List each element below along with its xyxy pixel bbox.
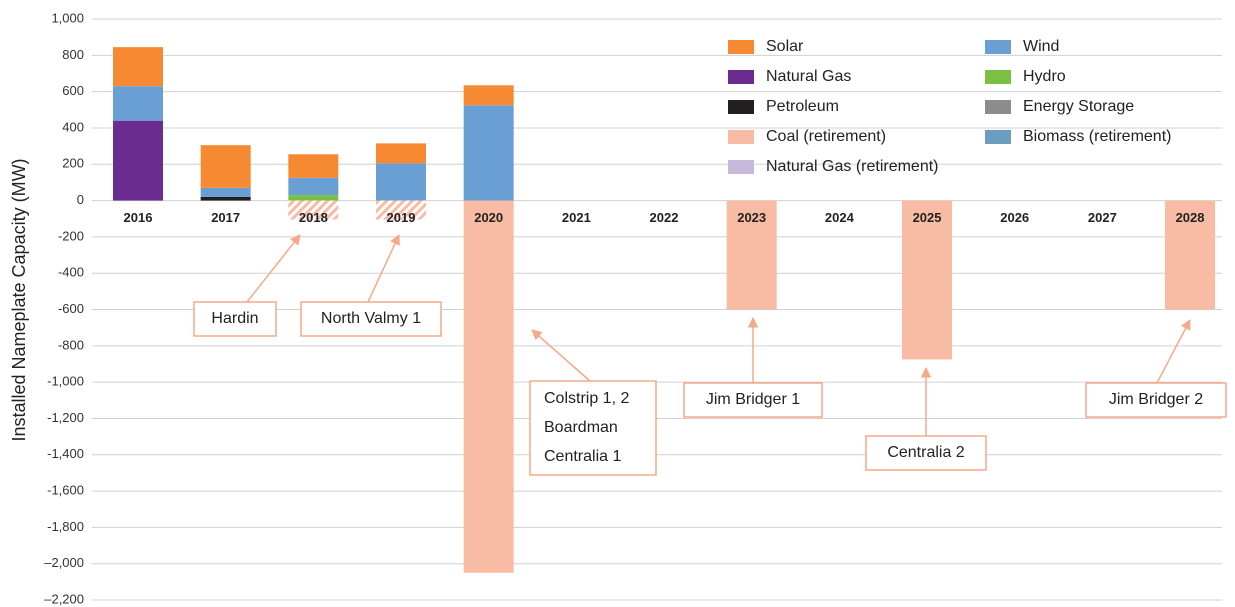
legend-label: Biomass (retirement) [1023, 128, 1171, 145]
legend: Solar Wind Natural Gas Hydro Petroleum Energy… [728, 38, 1171, 175]
y-tick-label: 800 [62, 47, 84, 62]
annotation-box [865, 435, 987, 471]
legend-swatch [985, 40, 1011, 54]
y-tick-label: –2,000 [44, 555, 84, 570]
annotation-box [529, 380, 657, 476]
bar-segment [288, 195, 339, 201]
bar-segment [376, 163, 427, 201]
categories: 2016 2017 2018 2019 2020 2021 2022 2023 2024 2025… [124, 210, 1205, 225]
y-tick-label: -1,800 [47, 519, 84, 534]
annotation-text: Centralia 1 [544, 448, 621, 465]
y-axis-label: Installed Nameplate Capacity (MW) [9, 158, 29, 441]
annotation-text: North Valmy 1 [321, 310, 421, 327]
bar-segment [463, 105, 514, 201]
bar-segment [726, 200, 777, 310]
legend-swatch [728, 100, 754, 114]
annotation-arrow [531, 329, 591, 382]
bar-segment [288, 200, 339, 220]
x-tick-label: 2021 [562, 210, 591, 225]
x-tick-label: 2023 [737, 210, 766, 225]
annotation-box [300, 301, 442, 337]
x-tick-label: 2028 [1176, 210, 1205, 225]
grid: 1,000 800 600 400 200 0 -200 -400 -600 -800 -1,000… [44, 10, 1222, 606]
legend-swatch [985, 130, 1011, 144]
bar-segment [376, 200, 427, 220]
x-tick-label: 2025 [913, 210, 942, 225]
annotations: Hardin North Valmy 1 Colstrip 1, 2 Boardman… [193, 234, 1227, 476]
y-tick-label: 200 [62, 156, 84, 171]
y-tick-label: -1,600 [47, 483, 84, 498]
y-tick-label: -200 [58, 228, 84, 243]
legend-label: Energy Storage [1023, 98, 1134, 115]
bar-segment [200, 145, 251, 188]
annotation-arrow [1156, 319, 1191, 384]
legend-swatch [728, 160, 754, 174]
annotation-arrow [367, 234, 400, 303]
y-tick-label: -400 [58, 265, 84, 280]
legend-swatch [728, 40, 754, 54]
legend-label: Natural Gas [766, 68, 851, 85]
y-tick-label: -1,400 [47, 446, 84, 461]
y-tick-label: -800 [58, 337, 84, 352]
x-tick-label: 2024 [825, 210, 855, 225]
y-tick-label: 1,000 [51, 10, 84, 25]
y-tick-label: -600 [58, 301, 84, 316]
x-tick-label: 2020 [474, 210, 503, 225]
legend-label: Wind [1023, 38, 1059, 55]
bar-segment [376, 143, 427, 164]
bar-segment [288, 177, 339, 196]
legend-label: Hydro [1023, 68, 1066, 85]
y-tick-label: -1,200 [47, 410, 84, 425]
legend-label: Natural Gas (retirement) [766, 158, 939, 175]
annotation-text: Jim Bridger 2 [1109, 391, 1203, 408]
legend-swatch [985, 100, 1011, 114]
x-tick-label: 2016 [124, 210, 153, 225]
y-tick-label: 600 [62, 83, 84, 98]
x-tick-label: 2022 [650, 210, 679, 225]
bar-segment [200, 196, 251, 201]
legend-label: Solar [766, 38, 804, 55]
x-tick-label: 2019 [387, 210, 416, 225]
annotation-text: Colstrip 1, 2 [544, 390, 629, 407]
annotation-text: Hardin [211, 310, 258, 327]
x-tick-label: 2027 [1088, 210, 1117, 225]
y-tick-label: 400 [62, 119, 84, 134]
bar-segment [463, 85, 514, 106]
bar-segment [1165, 200, 1216, 310]
bar-segment [200, 187, 251, 197]
bar-segment [113, 86, 163, 121]
x-tick-label: 2017 [211, 210, 240, 225]
annotation-text: Centralia 2 [887, 444, 964, 461]
y-tick-label: 0 [77, 192, 84, 207]
annotation-box [193, 301, 277, 337]
bar-segment [113, 47, 163, 87]
legend-swatch [728, 130, 754, 144]
legend-label: Petroleum [766, 98, 839, 115]
bar-segment [288, 154, 339, 178]
bar-segment [113, 120, 163, 201]
annotation-text: Jim Bridger 1 [706, 391, 800, 408]
bar-segment [902, 200, 953, 360]
legend-swatch [985, 70, 1011, 84]
annotation-box [1085, 382, 1227, 418]
bars [113, 47, 1216, 573]
annotation-text: Boardman [544, 419, 618, 436]
legend-label: Coal (retirement) [766, 128, 886, 145]
y-tick-label: –2,200 [44, 591, 84, 606]
annotation-arrow [246, 234, 301, 303]
y-tick-label: -1,000 [47, 374, 84, 389]
x-tick-label: 2026 [1000, 210, 1029, 225]
legend-swatch [728, 70, 754, 84]
x-tick-label: 2018 [299, 210, 328, 225]
annotation-box [683, 382, 823, 418]
bar-segment [463, 200, 514, 573]
